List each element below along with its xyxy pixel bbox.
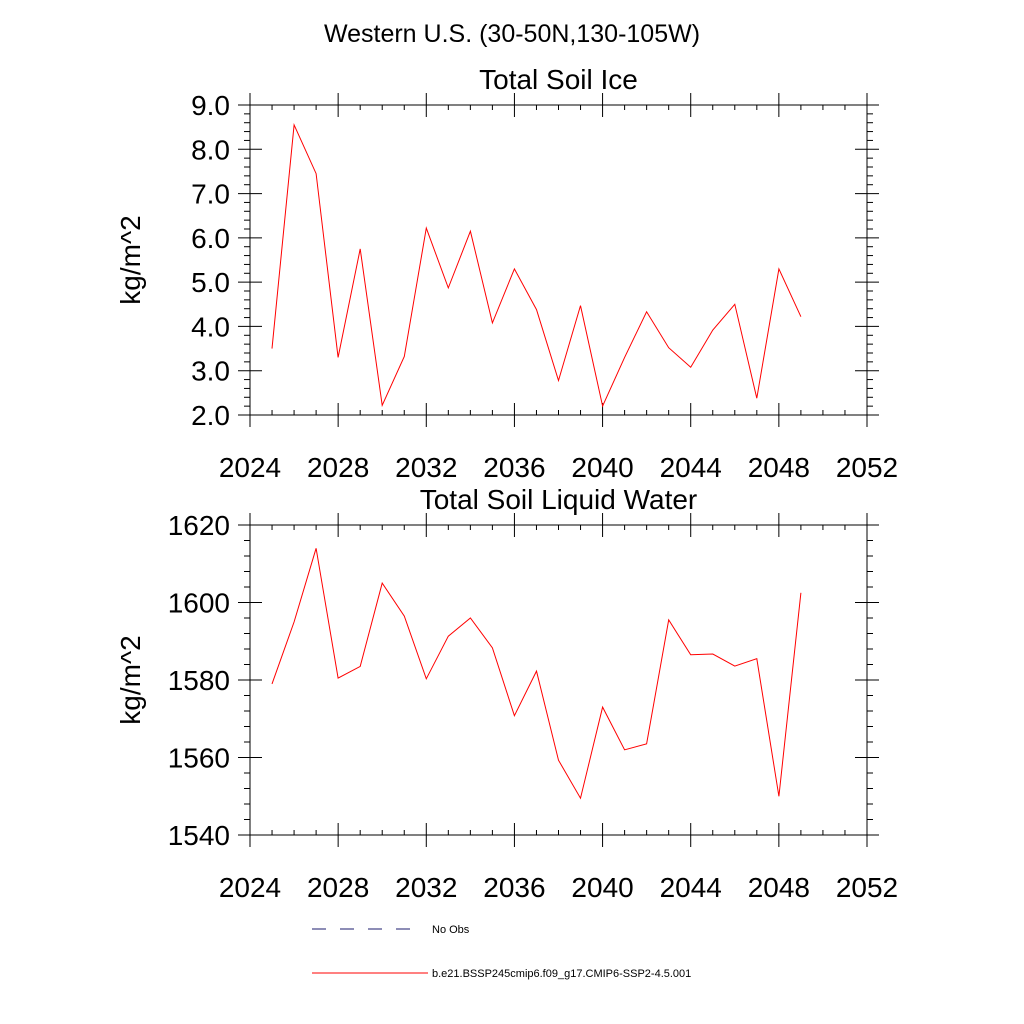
chart-title: Total Soil Liquid Water [420,484,698,515]
x-tick-label: 2036 [483,452,545,483]
x-tick-label: 2036 [483,872,545,903]
y-tick-label: 6.0 [191,223,230,254]
y-tick-label: 8.0 [191,134,230,165]
y-tick-label: 3.0 [191,356,230,387]
plot-frame [249,104,868,416]
y-tick-label: 7.0 [191,179,230,210]
x-tick-label: 2024 [219,872,281,903]
x-tick-label: 2044 [660,872,722,903]
y-tick-label: 4.0 [191,311,230,342]
legend-label-no-obs: No Obs [432,924,470,936]
y-tick-label: 1560 [168,743,230,774]
x-tick-label: 2052 [836,872,898,903]
y-tick-label: 1540 [168,820,230,851]
series-line-1 [271,122,802,408]
y-tick-label: 1620 [168,510,230,541]
x-tick-label: 2052 [836,452,898,483]
y-axis-label: kg/m^2 [115,215,146,304]
chart-title: Total Soil Ice [479,64,638,95]
y-tick-label: 9.0 [191,90,230,121]
page-title: Western U.S. (30-50N,130-105W) [324,20,700,48]
x-tick-label: 2040 [571,452,633,483]
y-tick-label: 1580 [168,665,230,696]
x-tick-label: 2032 [395,872,457,903]
legend-label-case: b.e21.BSSP245cmip6.f09_g17.CMIP6-SSP2-4.… [432,968,691,980]
y-axis-label: kg/m^2 [115,635,146,724]
plot-frame [249,524,868,836]
chart-panels: Total Soil Ice kg/m^2 2024 2028 2032 2036 2040… [115,64,898,903]
x-tick-label: 2040 [571,872,633,903]
y-tick-label: 2.0 [191,400,230,431]
chart-panel-2: Total Soil Liquid Water kg/m^2 2024 2028 203… [115,484,898,903]
y-tick-label: 1600 [168,588,230,619]
x-tick-label: 2044 [660,452,722,483]
x-tick-label: 2048 [748,872,810,903]
y-tick-label: 5.0 [191,267,230,298]
chart-panel-1: Total Soil Ice kg/m^2 2024 2028 2032 2036 2040… [115,64,898,483]
x-tick-label: 2024 [219,452,281,483]
legend: No Obs b.e21.BSSP245cmip6.f09_g17.CMIP6-… [312,924,691,980]
x-tick-label: 2028 [307,452,369,483]
x-tick-label: 2032 [395,452,457,483]
series-line-1 [271,548,802,800]
x-tick-label: 2028 [307,872,369,903]
x-tick-label: 2048 [748,452,810,483]
